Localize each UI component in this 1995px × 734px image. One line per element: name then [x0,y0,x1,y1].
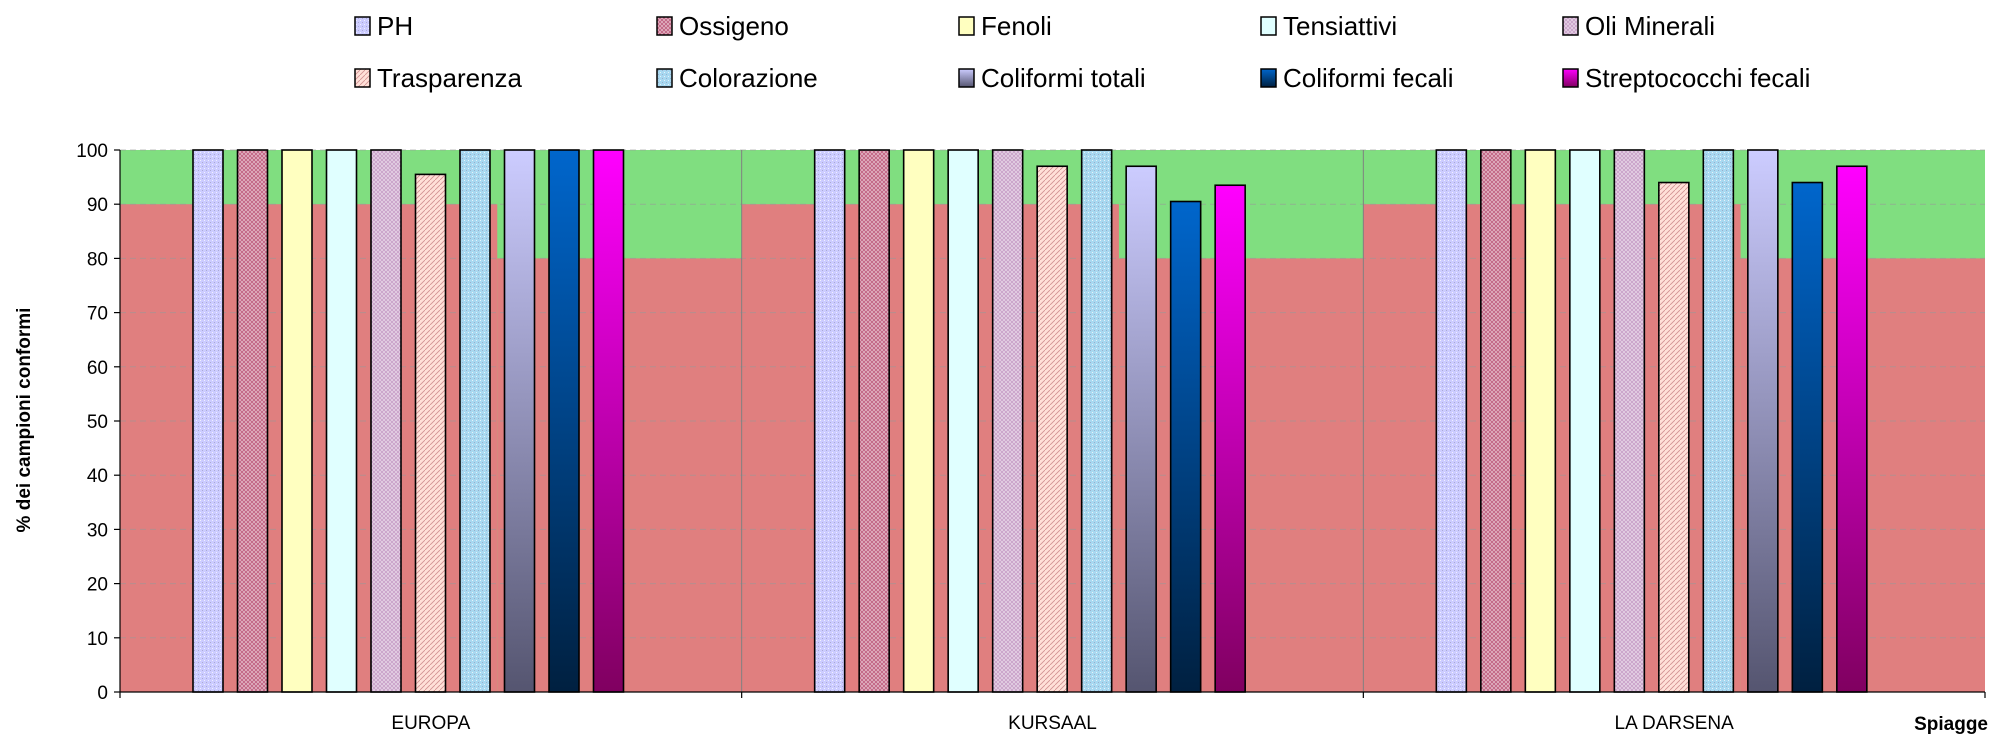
bar [1435,149,1468,693]
y-tick-label: 0 [97,683,108,704]
bar [503,149,536,693]
legend-swatch [1260,16,1277,36]
y-tick-label: 70 [87,304,108,325]
y-tick-label: 30 [87,520,108,541]
bar [414,173,447,693]
bar [1524,149,1557,693]
legend-swatch [354,16,371,36]
legend-label: PH [377,11,413,41]
bar [459,149,491,693]
bar [1791,181,1824,693]
bar [1480,149,1512,693]
legend-label: Tensiattivi [1283,11,1397,41]
y-tick-label: 40 [87,466,108,487]
bar [548,149,580,693]
bar [813,149,846,693]
legend-swatch [1260,68,1277,88]
bar [1080,149,1113,693]
bar [592,149,625,693]
bar [1658,181,1690,693]
category-label: KURSAAL [1008,713,1097,734]
bar [1169,200,1202,693]
bar [1613,149,1646,693]
y-tick-label: 60 [87,358,108,379]
legend: PH Ossigeno Fenoli Tensiattivi Oli Minerali T… [354,11,1810,93]
bar [1125,165,1157,693]
y-tick-label: 90 [87,195,108,216]
legend-swatch [958,68,975,88]
bar [281,149,313,693]
bar [902,149,935,693]
bar [1747,149,1779,693]
legend-swatch [354,68,371,88]
y-tick-label: 20 [87,575,108,596]
legend-label: Colorazione [679,63,818,93]
legend-swatch [1562,68,1579,88]
y-tick-label: 100 [76,141,108,162]
bar [1702,149,1735,693]
legend-label: Coliformi totali [981,63,1146,93]
axes: 0 10 20 30 40 50 60 70 80 90 100 EUROPA KURSAAL LA DA… [76,141,1986,734]
bar [1569,149,1601,693]
legend-label: Ossigeno [679,11,789,41]
legend-label: Trasparenza [377,63,523,93]
legend-label: Streptococchi fecali [1585,63,1810,93]
legend-label: Coliformi fecali [1283,63,1454,93]
x-axis-label: Spiagge [1914,714,1988,734]
bar [192,149,224,693]
bar [1036,165,1068,693]
legend-swatch [958,16,975,36]
bar [991,149,1024,693]
bar [858,149,890,693]
bar [947,149,979,693]
y-tick-label: 10 [87,629,108,650]
category-label: LA DARSENA [1615,713,1735,734]
bar [325,149,358,693]
category-label: EUROPA [391,713,470,734]
legend-swatch [656,16,673,36]
legend-swatch [1562,16,1579,36]
legend-label: Oli Minerali [1585,11,1715,41]
y-tick-label: 80 [87,249,108,270]
bar [370,149,402,693]
bar [1214,184,1246,693]
legend-swatch [656,68,673,88]
y-axis-label: % dei campioni conformi [14,308,35,533]
y-tick-label: 50 [87,412,108,433]
legend-label: Fenoli [981,11,1052,41]
bar [1836,165,1868,693]
bars [192,149,1868,693]
bar [236,149,269,693]
